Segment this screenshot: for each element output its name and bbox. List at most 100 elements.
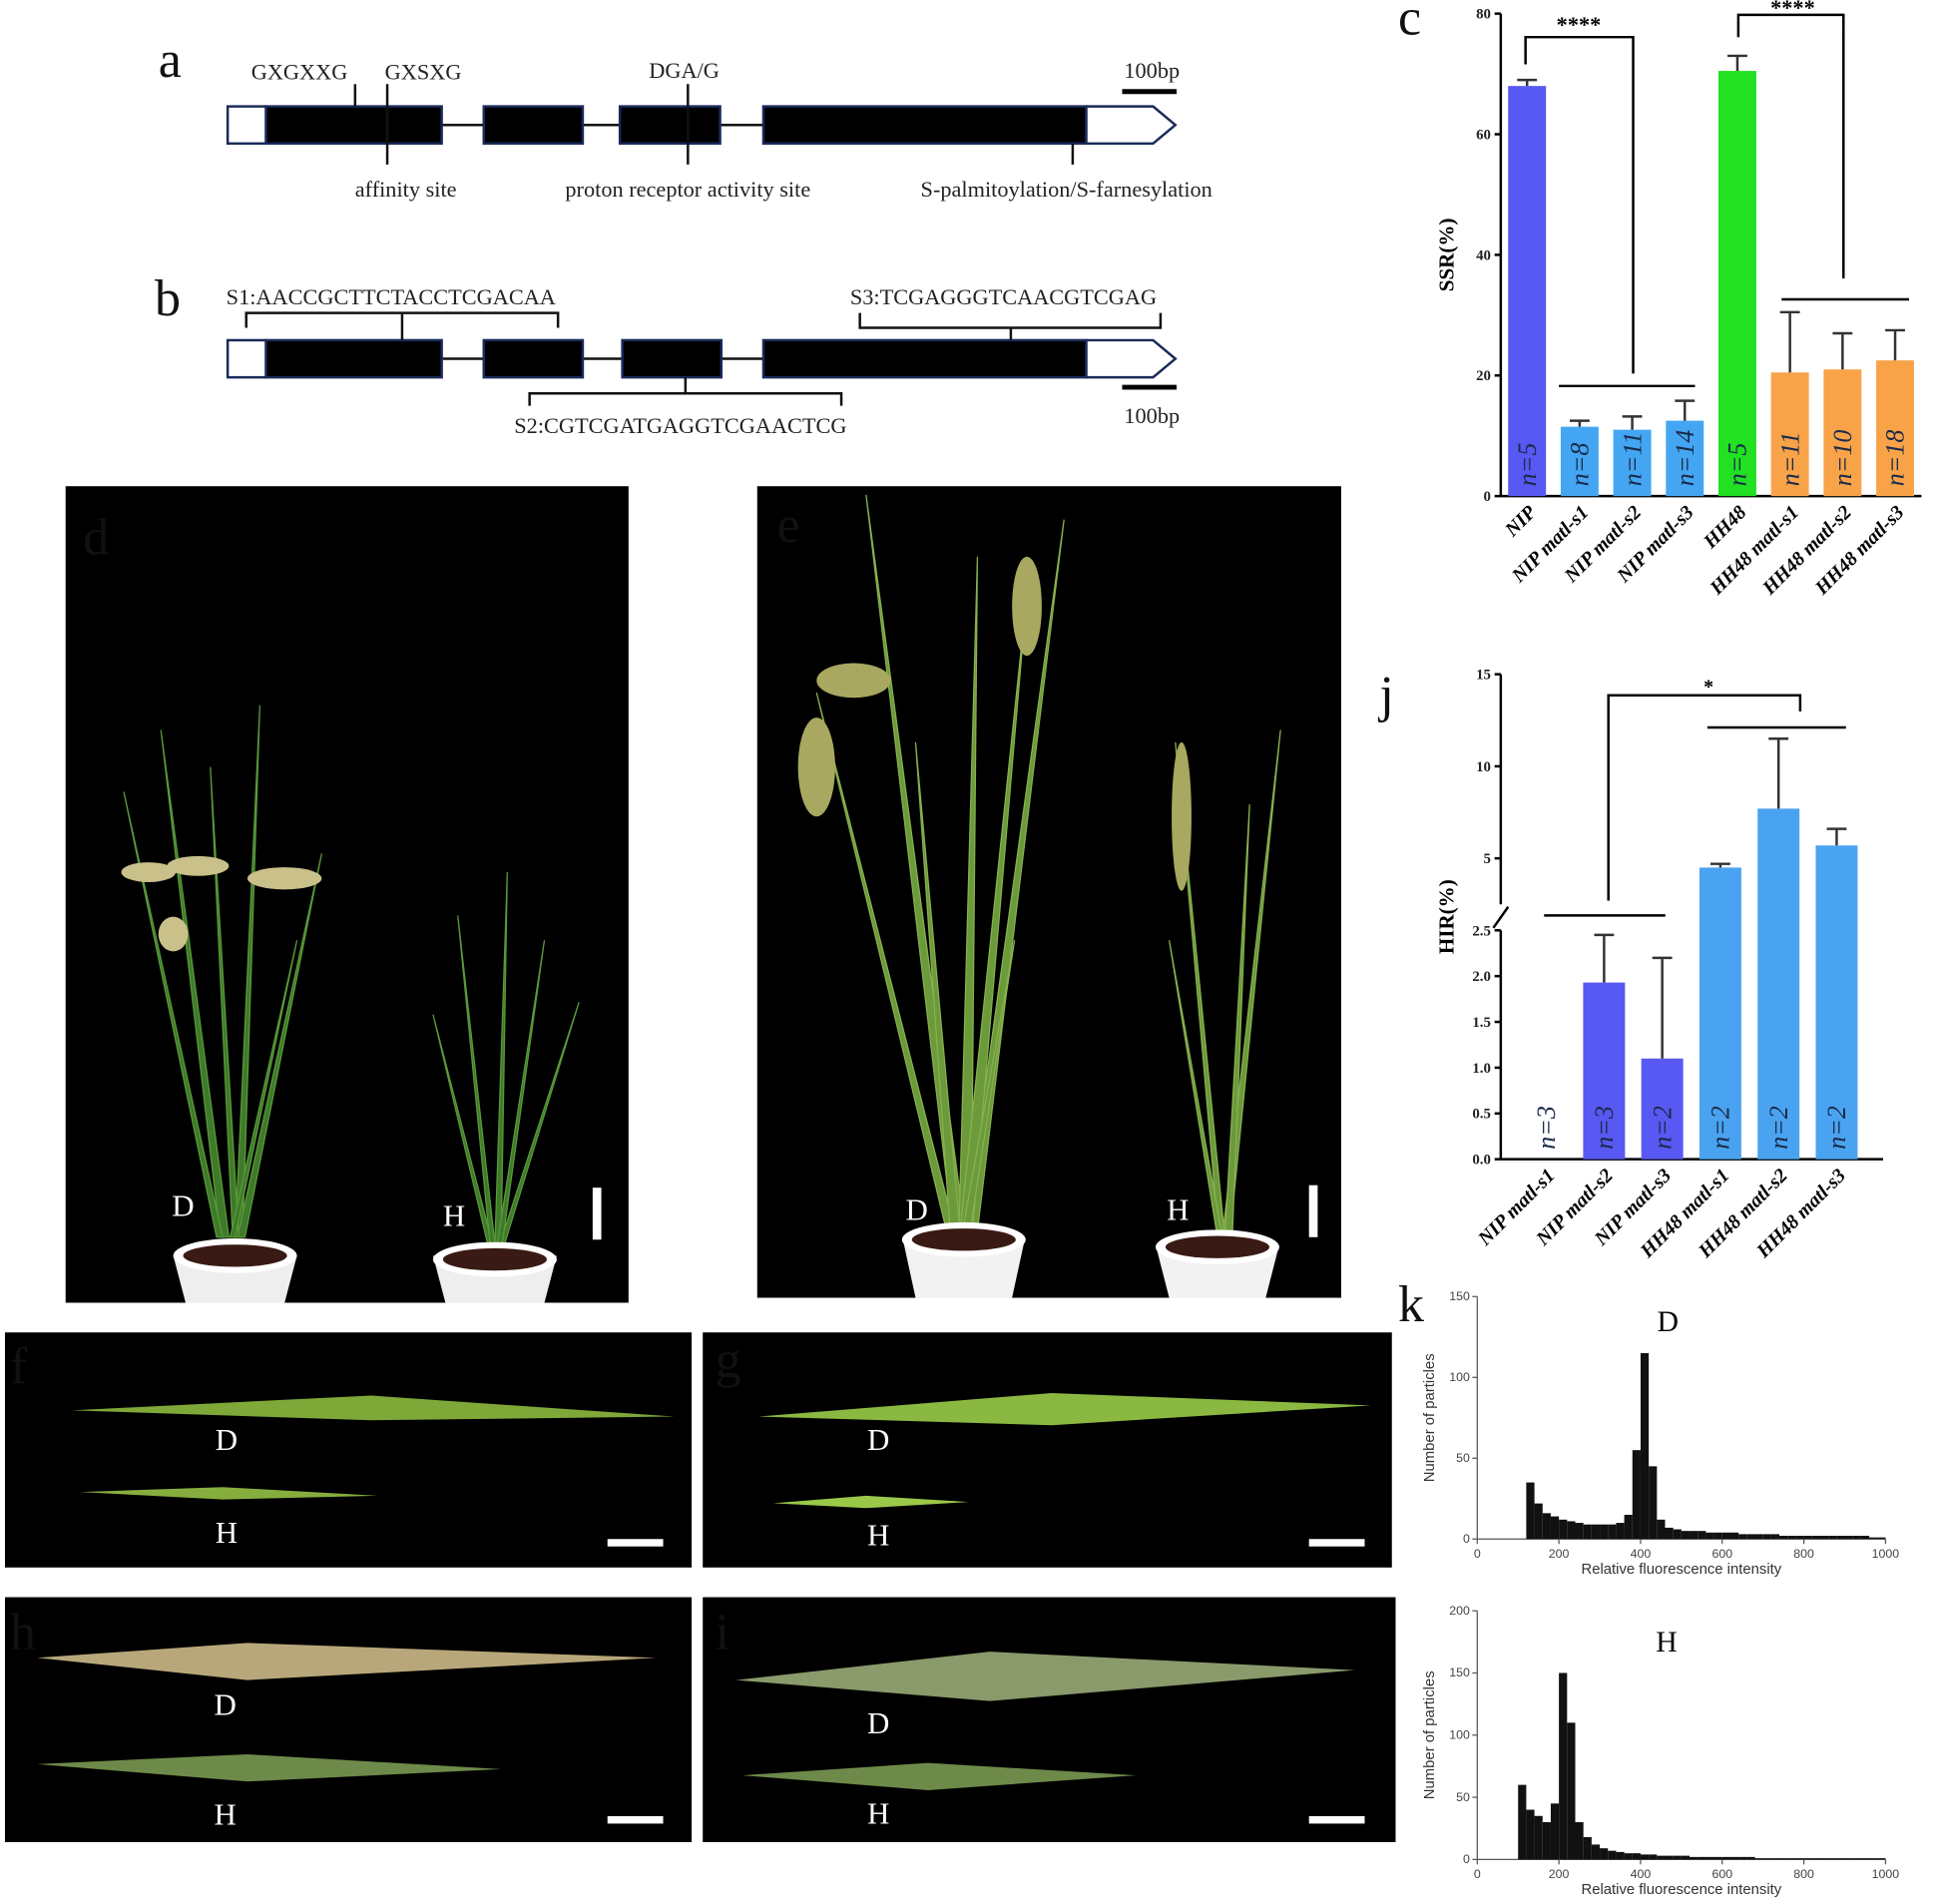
gene-b: [226, 311, 1178, 406]
histogram-bar: [1583, 1836, 1592, 1860]
photo-label: D: [905, 1191, 927, 1226]
x-axis-label: Relative fluorescence intensity: [1582, 1562, 1782, 1578]
histogram-bar: [1779, 1858, 1788, 1860]
histogram-bar: [1698, 1531, 1706, 1540]
histogram-bar: [1698, 1856, 1706, 1860]
bar: [1698, 867, 1741, 1160]
panel-letter: c: [1398, 0, 1421, 47]
histogram-bar: [1681, 1855, 1691, 1860]
histogram-bar: [1877, 1537, 1886, 1540]
bar: [1770, 372, 1809, 497]
x-tick-label: 600: [1711, 1867, 1732, 1881]
site: affinity site: [355, 177, 457, 202]
histogram-bar: [1787, 1536, 1796, 1540]
histogram-bar: [1713, 1532, 1722, 1540]
histogram-bar: [1713, 1856, 1722, 1860]
photo-label: H: [216, 1515, 238, 1550]
y-tick-label: 150: [1449, 1289, 1470, 1303]
bar: [1613, 429, 1652, 497]
histogram-bar: [1608, 1524, 1617, 1540]
y-tick-label: 10: [1476, 759, 1491, 775]
n-label: n=10: [1828, 430, 1857, 487]
n-label: n=11: [1775, 432, 1804, 487]
n-label: n=2: [1706, 1106, 1735, 1150]
y-tick-label: 0: [1463, 1532, 1470, 1546]
x-axis-label: Relative fluorescence intensity: [1582, 1882, 1782, 1898]
y-tick-label: 20: [1476, 368, 1491, 384]
histogram-bar: [1729, 1532, 1739, 1540]
motif: GXSXG: [385, 59, 462, 84]
n-label: n=3: [1532, 1106, 1561, 1150]
histogram-bar: [1600, 1848, 1609, 1860]
n-label: n=11: [1618, 432, 1647, 487]
y-tick-label: 40: [1476, 247, 1491, 263]
target: S1:AACCGCTTCTACCTCGACAA: [227, 284, 556, 309]
photo-i: [703, 1597, 1396, 1843]
x-tick-label: 0: [1474, 1547, 1481, 1561]
scale-label: 100bp: [1124, 58, 1180, 83]
histogram-bar: [1665, 1855, 1674, 1860]
histogram-bar: [1649, 1854, 1658, 1860]
histogram-bar: [1534, 1815, 1543, 1860]
significance: ****: [1770, 0, 1815, 20]
annotation: D: [1657, 1305, 1678, 1338]
histogram-bar: [1762, 1534, 1771, 1540]
x-tick-label: 800: [1793, 1547, 1814, 1561]
histogram-bar: [1705, 1856, 1714, 1860]
histogram-bar: [1746, 1534, 1755, 1540]
y-tick-label: 0.0: [1472, 1153, 1491, 1169]
histogram-bar: [1681, 1531, 1691, 1540]
histogram-bar: [1567, 1521, 1576, 1540]
panel-letter: a: [159, 32, 182, 89]
photo-label: D: [172, 1189, 194, 1223]
histogram-bar: [1754, 1534, 1763, 1540]
histogram-bar: [1738, 1856, 1747, 1860]
photo-label: D: [867, 1705, 889, 1740]
histogram-bar: [1673, 1855, 1682, 1860]
histogram-bar: [1779, 1536, 1788, 1540]
y-tick-label: 100: [1449, 1370, 1470, 1384]
histogram-bar: [1721, 1532, 1730, 1540]
bar: [1641, 1058, 1684, 1160]
histogram-bar: [1550, 1516, 1560, 1540]
histogram-bar: [1746, 1856, 1755, 1860]
histogram-bar: [1591, 1844, 1601, 1860]
histogram-bar: [1762, 1858, 1771, 1860]
histogram-bar: [1583, 1524, 1592, 1540]
histogram-bar: [1559, 1519, 1568, 1540]
y-tick-label: 150: [1449, 1666, 1470, 1679]
panel-letter: e: [777, 497, 800, 554]
histogram-bar: [1828, 1858, 1837, 1860]
n-label: n=18: [1881, 430, 1910, 487]
site: proton receptor activity site: [565, 177, 810, 202]
histogram-bar: [1657, 1519, 1666, 1540]
n-label: n=2: [1822, 1106, 1851, 1150]
histogram-bar: [1860, 1536, 1870, 1540]
y-tick-label: 2.5: [1472, 923, 1491, 939]
y-tick-label: 15: [1476, 668, 1491, 684]
photo-label: H: [867, 1795, 889, 1830]
n-label: n=2: [1764, 1106, 1793, 1150]
motif: DGA/G: [649, 58, 720, 83]
photo-label: D: [867, 1422, 889, 1457]
panel-letters: a b c d e f g h i j k: [10, 0, 1425, 1662]
histogram-bar: [1640, 1352, 1650, 1540]
axis-break: [1492, 906, 1510, 929]
histogram-bar: [1828, 1536, 1837, 1540]
y-tick-label: 2.0: [1472, 969, 1491, 985]
histogram-bar: [1550, 1803, 1560, 1860]
histogram-bar: [1869, 1858, 1878, 1860]
photo-label: H: [443, 1198, 465, 1233]
histogram-bar: [1567, 1722, 1576, 1860]
x-tick-label: 200: [1549, 1867, 1570, 1881]
histogram-bar: [1770, 1858, 1780, 1860]
photo-d: [65, 486, 629, 1303]
histogram-bar: [1844, 1536, 1853, 1540]
histogram-bar: [1690, 1531, 1698, 1540]
photo-label: H: [214, 1797, 236, 1832]
x-tick-label: 0: [1474, 1867, 1481, 1881]
y-tick-label: 50: [1456, 1451, 1470, 1465]
x-tick-label: 800: [1793, 1867, 1814, 1881]
significance: ****: [1557, 12, 1602, 37]
